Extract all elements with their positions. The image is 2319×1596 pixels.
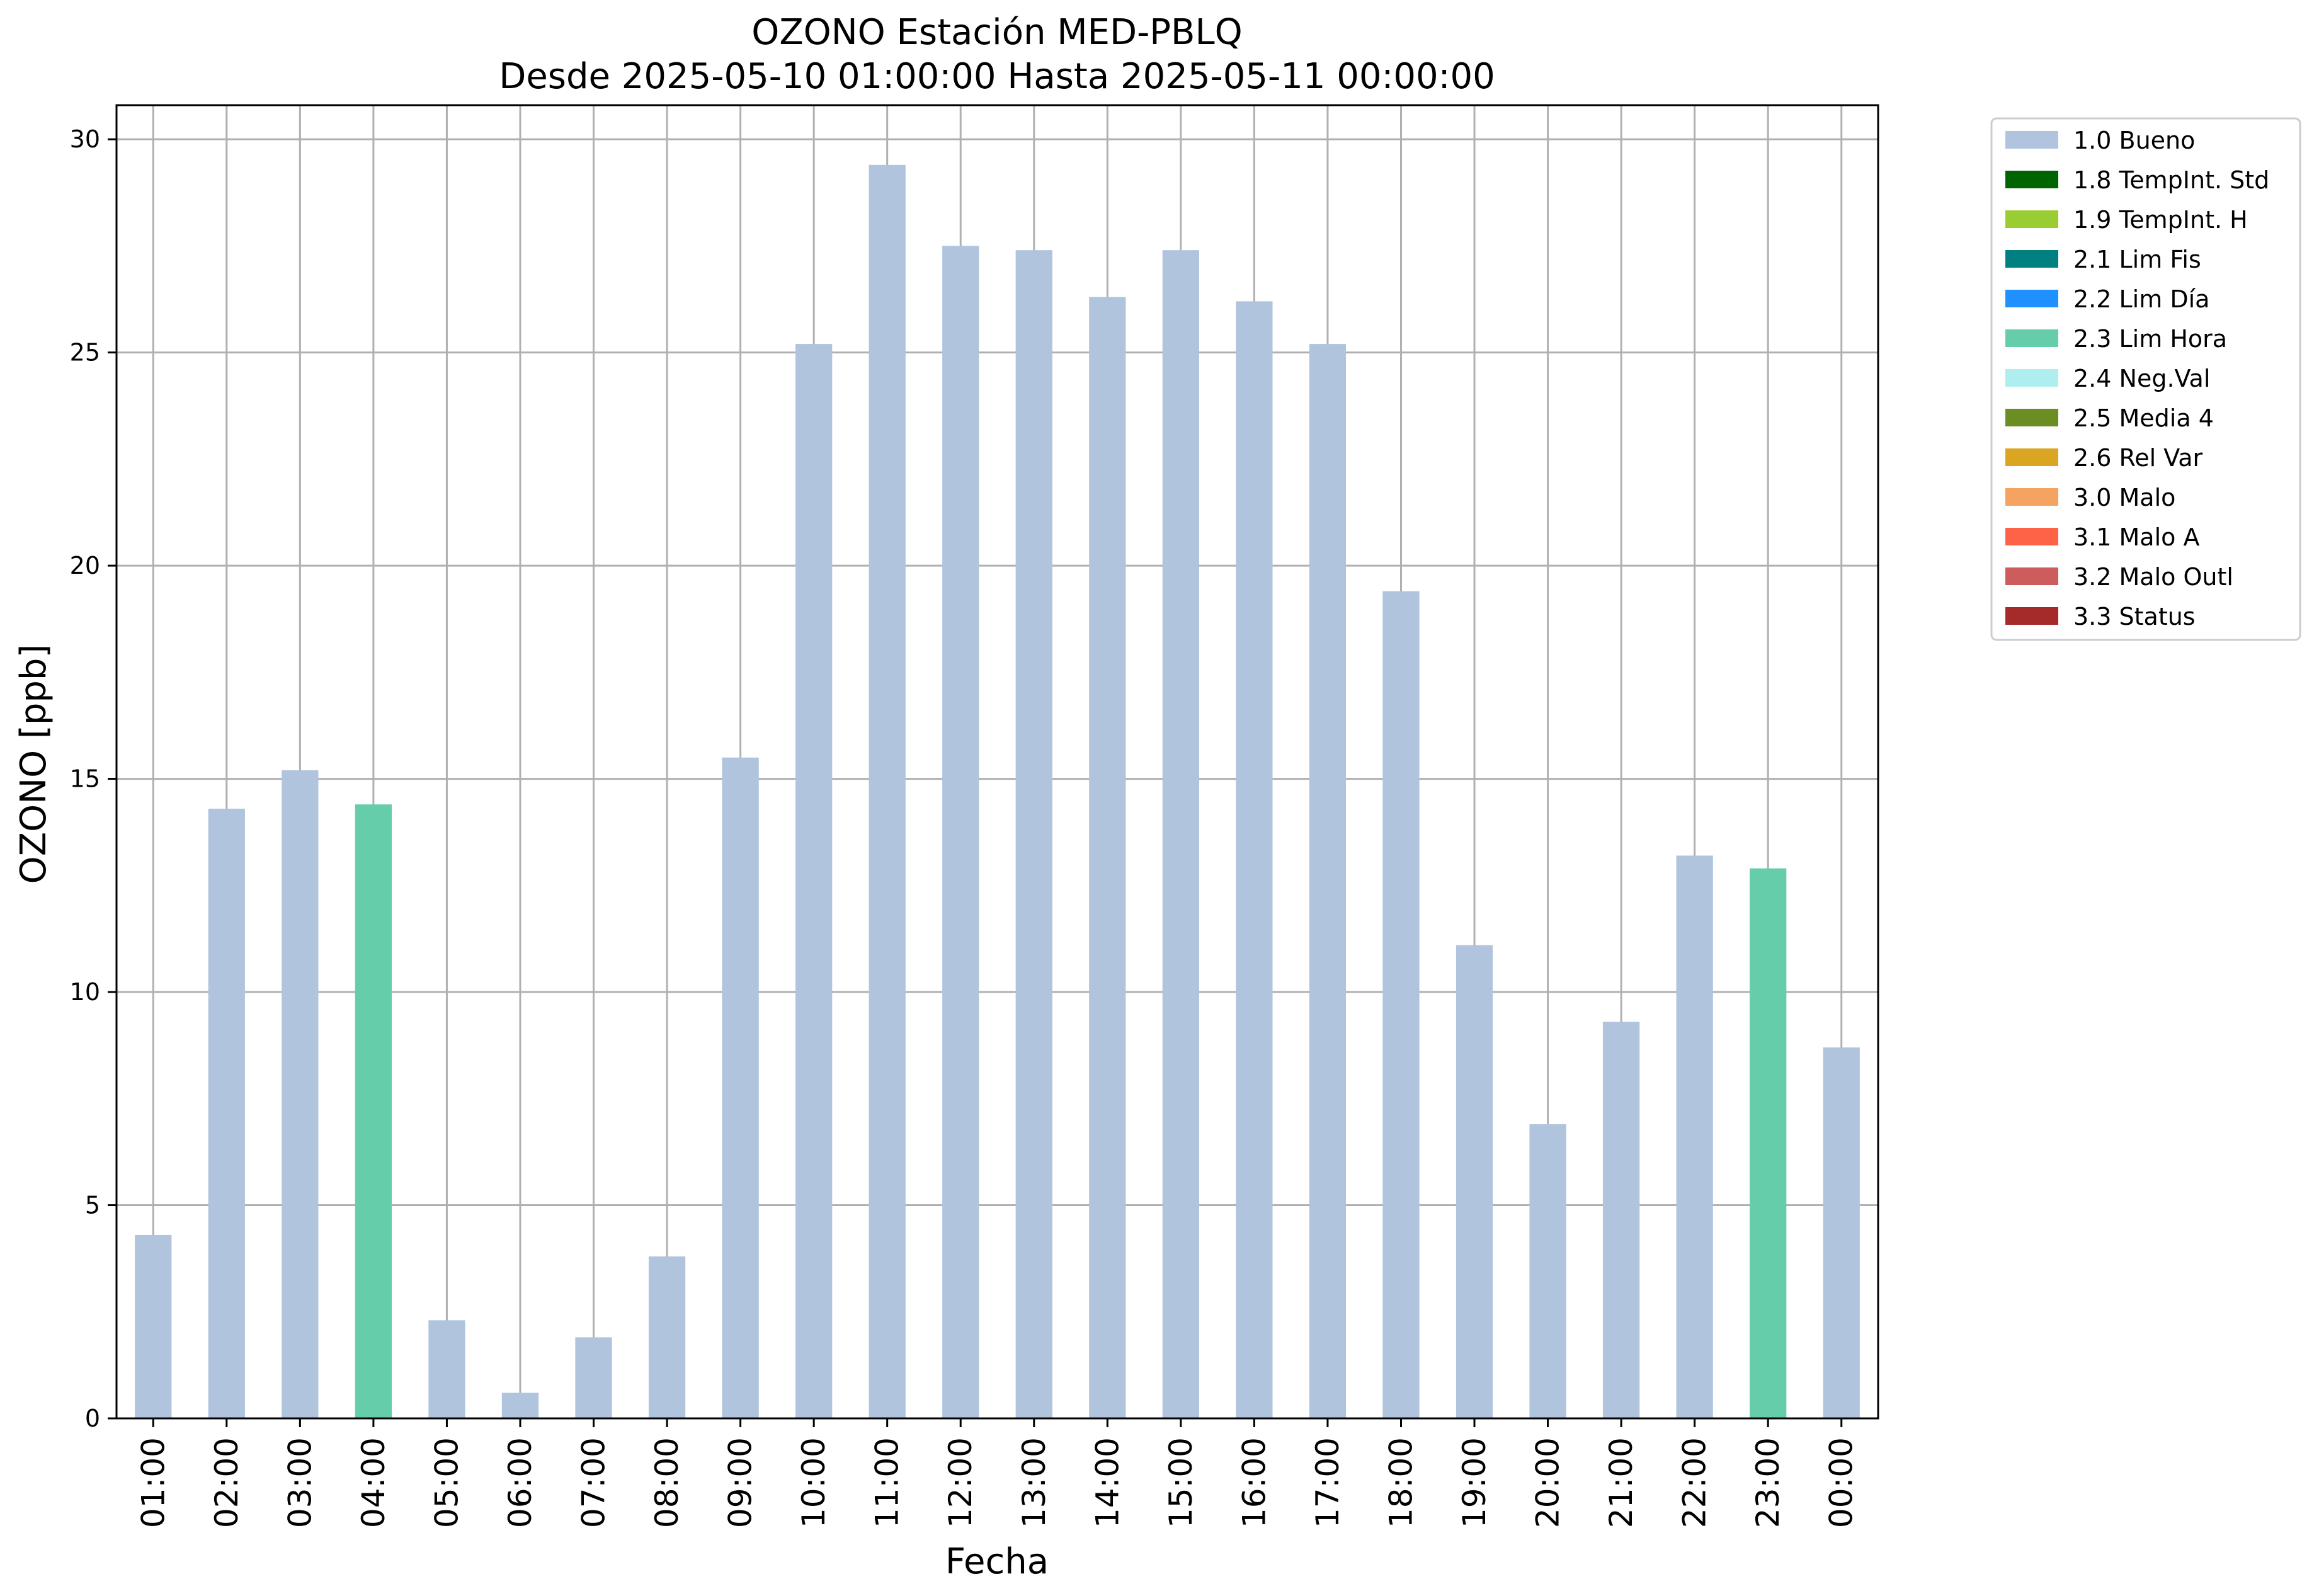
x-tick-label: 13:00 [1016,1437,1052,1528]
legend-swatch [2005,210,2058,228]
legend-label: 2.5 Media 4 [2073,404,2214,432]
x-tick-label: 02:00 [208,1437,245,1528]
x-tick-label: 23:00 [1750,1437,1786,1528]
bars [135,164,1860,1419]
bar-1000 [795,344,833,1419]
bar-0200 [208,808,245,1418]
legend-frame [1990,117,2301,641]
bar-2000 [1529,1124,1566,1418]
y-tick-label: 10 [70,978,100,1006]
y-tick-label: 15 [70,765,100,793]
y-axis: 0 5 10 15 20 25 30 [70,125,117,1432]
plot-frame [115,104,1879,1420]
x-tick-label: 20:00 [1530,1437,1566,1528]
x-tick-label: 00:00 [1823,1437,1860,1528]
bar-1800 [1382,591,1420,1419]
legend-swatch [2005,329,2058,347]
x-tick-label: 03:00 [282,1437,318,1528]
x-tick-label: 09:00 [722,1437,759,1528]
y-axis-label: OZONO [ppb] [13,644,54,884]
legend-label: 3.1 Malo A [2073,523,2199,551]
y-tick-label: 25 [70,339,100,367]
x-tick-label: 19:00 [1456,1437,1493,1528]
legend: 1.0 Bueno 1.8 TempInt. Std 1.9 TempInt. H 2… [1990,117,2301,641]
x-tick-label: 12:00 [942,1437,979,1528]
bar-2300 [1750,868,1787,1418]
y-tick-label: 0 [85,1405,100,1432]
bar-1300 [1015,250,1052,1418]
chart-subtitle: Desde 2025-05-10 01:00:00 Hasta 2025-05-… [499,56,1495,97]
bar-0000 [1823,1047,1860,1418]
bar-2200 [1676,855,1713,1418]
legend-swatch [2005,290,2058,307]
x-tick-label: 14:00 [1089,1437,1125,1528]
legend-label: 2.3 Lim Hora [2073,325,2227,353]
legend-swatch [2005,250,2058,268]
x-tick-label: 22:00 [1677,1437,1713,1528]
y-tick-label: 5 [85,1192,100,1219]
legend-label: 2.1 Lim Fis [2073,246,2201,273]
legend-label: 1.0 Bueno [2073,127,2195,154]
legend-label: 1.8 TempInt. Std [2073,166,2269,194]
bar-1400 [1089,297,1126,1419]
x-tick-label: 16:00 [1236,1437,1272,1528]
y-tick-label: 20 [70,552,100,579]
bar-1700 [1309,344,1347,1419]
bar-1200 [942,246,979,1419]
legend-swatch [2005,607,2058,625]
bar-0400 [355,804,392,1418]
legend-label: 3.2 Malo Outl [2073,563,2233,591]
legend-label: 3.0 Malo [2073,484,2175,511]
legend-swatch [2005,488,2058,506]
bar-0600 [501,1393,539,1418]
bar-0500 [428,1320,465,1418]
x-tick-label: 05:00 [428,1437,465,1528]
legend-swatch [2005,448,2058,466]
chart-title: OZONO Estación MED-PBLQ [751,12,1243,53]
x-tick-label: 04:00 [355,1437,392,1528]
legend-label: 2.6 Rel Var [2073,444,2203,472]
bar-1600 [1236,301,1273,1418]
x-tick-label: 11:00 [869,1437,906,1528]
bar-0800 [648,1256,686,1418]
legend-swatch [2005,171,2058,188]
x-tick-label: 08:00 [649,1437,685,1528]
x-tick-label: 07:00 [576,1437,612,1528]
legend-label: 2.4 Neg.Val [2073,365,2210,392]
x-axis: 01:00 02:00 03:00 04:00 05:00 06:00 07:00 08:00… [135,1418,1860,1528]
bar-1900 [1456,945,1493,1418]
legend-swatch [2005,131,2058,149]
x-tick-label: 17:00 [1309,1437,1346,1528]
x-tick-label: 06:00 [502,1437,538,1528]
x-tick-label: 15:00 [1163,1437,1199,1528]
x-tick-label: 10:00 [795,1437,832,1528]
bar-0100 [135,1234,172,1418]
bar-0900 [722,757,759,1418]
x-axis-label: Fecha [945,1541,1049,1582]
legend-swatch [2005,409,2058,426]
legend-label: 1.9 TempInt. H [2073,206,2248,234]
legend-label: 2.2 Lim Día [2073,285,2209,313]
legend-label: 3.3 Status [2073,603,2196,630]
x-tick-label: 18:00 [1382,1437,1419,1528]
legend-swatch [2005,369,2058,387]
x-tick-label: 01:00 [135,1437,171,1528]
legend-swatch [2005,567,2058,585]
bar-1500 [1162,250,1199,1418]
bar-0300 [282,770,319,1418]
bar-0700 [575,1337,612,1418]
x-tick-label: 21:00 [1603,1437,1639,1528]
bar-1100 [869,164,906,1419]
bar-2100 [1602,1022,1640,1418]
legend-swatch [2005,528,2058,545]
y-tick-label: 30 [70,125,100,153]
